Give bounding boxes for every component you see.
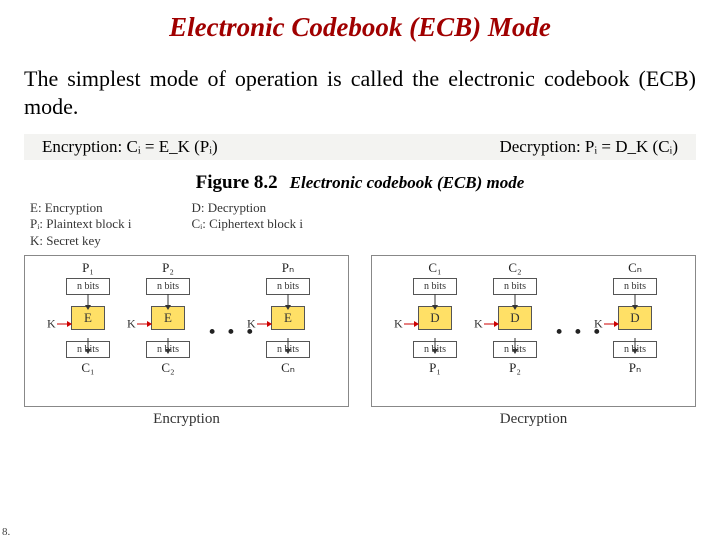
arrow-down-icon xyxy=(632,305,638,310)
nbits-box: n bits xyxy=(66,278,110,295)
arrow-right-icon xyxy=(414,321,419,327)
arrow-down-icon xyxy=(512,349,518,354)
plaintext-label: Pₙ xyxy=(282,260,294,276)
body-paragraph: The simplest mode of operation is called… xyxy=(24,65,696,120)
diagram-row: • • • P₁n bitsEn bitsC₁KP₂n bitsEn bitsC… xyxy=(24,255,696,428)
ecb-column: P₁n bitsEn bitsC₁ xyxy=(59,260,117,378)
plaintext-label: Cₙ xyxy=(628,260,642,276)
figure-label: Figure 8.2 xyxy=(196,172,278,193)
key-label: K xyxy=(394,316,403,331)
nbits-box: n bits xyxy=(266,278,310,295)
decryption-panel: • • • C₁n bitsDn bitsP₁KC₂n bitsDn bitsP… xyxy=(371,255,696,428)
legend-p: Pᵢ: Plaintext block i xyxy=(30,216,131,232)
arrow-down-icon xyxy=(85,349,91,354)
plaintext-label: C₁ xyxy=(428,260,441,276)
nbits-box: n bits xyxy=(613,278,657,295)
ecb-column: Cₙn bitsDn bitsPₙ xyxy=(606,260,664,378)
arrow-right-icon xyxy=(67,321,72,327)
ecb-column: C₁n bitsDn bitsP₁ xyxy=(406,260,464,378)
plaintext-label: P₁ xyxy=(82,260,94,276)
panel-label-enc: Encryption xyxy=(153,411,220,428)
arrow-down-icon xyxy=(85,305,91,310)
arrow-right-icon xyxy=(267,321,272,327)
legend-k: K: Secret key xyxy=(30,233,131,249)
arrow-right-icon xyxy=(147,321,152,327)
ecb-column: C₂n bitsDn bitsP₂ xyxy=(486,260,544,378)
key-label: K xyxy=(247,316,256,331)
key-label: K xyxy=(594,316,603,331)
arrow-down-icon xyxy=(285,305,291,310)
arrow-down-icon xyxy=(632,349,638,354)
ciphertext-label: P₂ xyxy=(509,360,521,376)
arrow-down-icon xyxy=(165,305,171,310)
legend-c: Cᵢ: Ciphertext block i xyxy=(191,216,303,232)
nbits-box: n bits xyxy=(493,278,537,295)
legend: E: Encryption Pᵢ: Plaintext block i K: S… xyxy=(30,200,696,249)
key-label: K xyxy=(127,316,136,331)
arrow-down-icon xyxy=(512,305,518,310)
plaintext-label: C₂ xyxy=(508,260,521,276)
ciphertext-label: C₂ xyxy=(161,360,174,376)
figure-title: Electronic codebook (ECB) mode xyxy=(290,173,525,192)
nbits-box: n bits xyxy=(413,278,457,295)
slide-title: Electronic Codebook (ECB) Mode xyxy=(24,12,696,43)
ecb-column: P₂n bitsEn bitsC₂ xyxy=(139,260,197,378)
page-number: 8. xyxy=(2,526,10,538)
encryption-panel: • • • P₁n bitsEn bitsC₁KP₂n bitsEn bitsC… xyxy=(24,255,349,428)
legend-e: E: Encryption xyxy=(30,200,131,216)
arrow-down-icon xyxy=(432,305,438,310)
ciphertext-label: Cₙ xyxy=(281,360,295,376)
panel-label-dec: Decryption xyxy=(500,411,567,428)
ecb-column: Pₙn bitsEn bitsCₙ xyxy=(259,260,317,378)
legend-d: D: Decryption xyxy=(191,200,303,216)
ciphertext-label: Pₙ xyxy=(629,360,641,376)
ciphertext-label: P₁ xyxy=(429,360,441,376)
arrow-down-icon xyxy=(432,349,438,354)
formula-encryption: Encryption: Cᵢ = E_K (Pᵢ) xyxy=(42,137,218,157)
nbits-box: n bits xyxy=(146,278,190,295)
arrow-down-icon xyxy=(165,349,171,354)
arrow-right-icon xyxy=(614,321,619,327)
key-label: K xyxy=(47,316,56,331)
ciphertext-label: C₁ xyxy=(81,360,94,376)
arrow-down-icon xyxy=(285,349,291,354)
formula-bar: Encryption: Cᵢ = E_K (Pᵢ) Decryption: Pᵢ… xyxy=(24,134,696,160)
arrow-right-icon xyxy=(494,321,499,327)
key-label: K xyxy=(474,316,483,331)
figure-caption: Figure 8.2 Electronic codebook (ECB) mod… xyxy=(24,172,696,194)
plaintext-label: P₂ xyxy=(162,260,174,276)
formula-decryption: Decryption: Pᵢ = D_K (Cᵢ) xyxy=(499,137,678,157)
